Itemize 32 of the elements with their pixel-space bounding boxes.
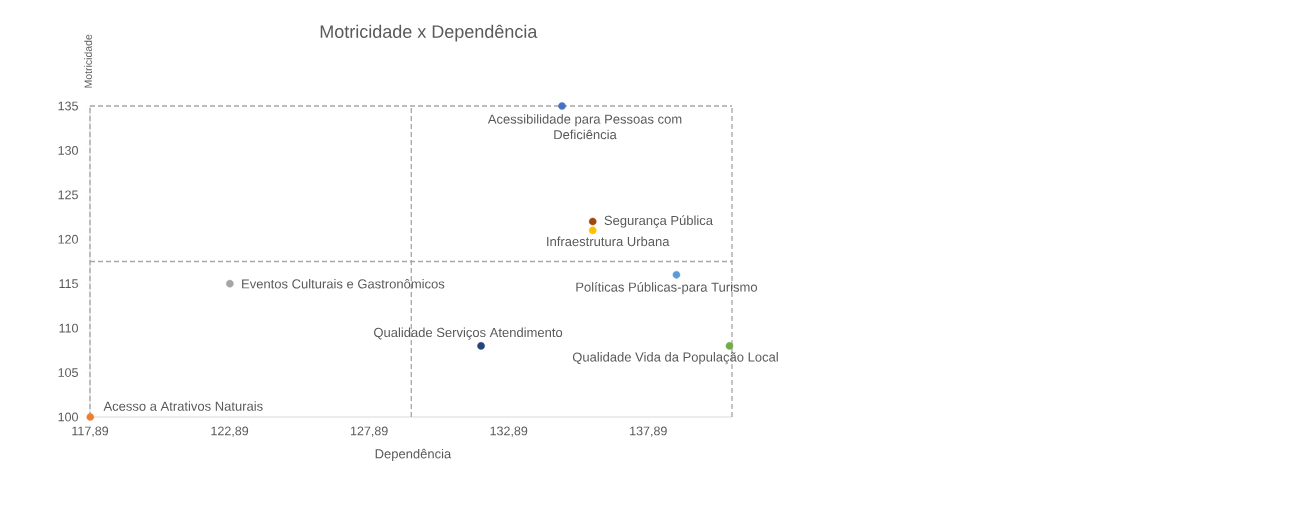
point [588,226,597,235]
series-label: Segurança Pública [604,215,714,228]
text: Acessibilidade para Pessoas com Deficiência [487,114,682,140]
point [477,342,485,350]
y-tick-label: 105 [58,368,78,377]
x-tick-label: 132,89 [490,426,528,437]
point [86,413,95,421]
x-tick-label: 137,89 [630,426,667,437]
series-label: Acesso a Atrativos Naturais [103,401,263,411]
point [226,279,234,288]
series-label: Políticas Públicas-para Turismo [576,282,758,295]
x-tick-label: 127,89 [350,426,388,437]
x-tick-label: 122,89 [211,426,249,437]
y-tick-label: 130 [58,146,78,155]
x-axis-title: Dependência [375,448,452,462]
point [672,271,681,279]
y-tick-label: 110 [59,323,78,333]
y-tick-label: 125 [58,190,78,200]
x-tick-label: 117,89 [72,426,109,437]
series-label: Eventos Culturais e Gastronômicos [242,278,445,289]
chart-title: Motricidade x Dependência [320,24,538,42]
text: Qualidade Vida da População Local [572,352,778,365]
y-tick-label: 120 [58,234,78,244]
point [588,217,597,226]
y-tick-label: 135 [58,101,78,111]
point [725,342,734,350]
y-tick-label: 115 [59,279,78,289]
y-tick-label: 100 [58,412,78,422]
y-axis-title: Motricidade [84,34,92,88]
series-label: Infraestrutura Urbana [547,236,670,247]
point [558,102,566,110]
series-label: Qualidade Serviços Atendimento [374,327,563,340]
